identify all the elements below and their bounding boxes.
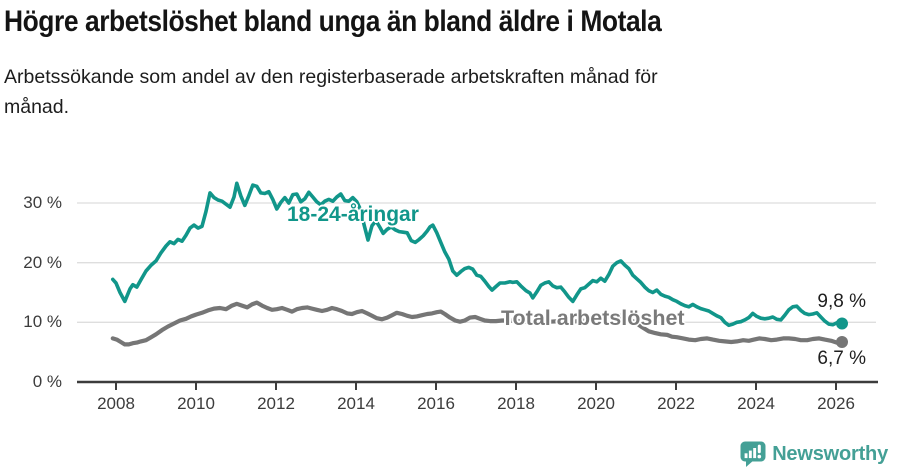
chart-subtitle: Arbetssökande som andel av den registerb… (4, 66, 658, 118)
x-tick-label: 2026 (817, 394, 855, 413)
x-tick-label: 2022 (657, 394, 695, 413)
end-value-total: 6,7 % (817, 348, 866, 369)
y-tick-label: 30 % (23, 192, 62, 212)
x-tick-label: 2018 (497, 394, 535, 413)
y-tick-label: 0 % (32, 372, 62, 391)
x-tick-label: 2024 (737, 394, 775, 413)
newsworthy-brand-text: Newsworthy (772, 442, 888, 465)
x-tick-label: 2016 (417, 394, 455, 413)
newsworthy-logo-icon (740, 441, 766, 467)
end-dot-youth (836, 317, 848, 330)
x-tick-label: 2020 (577, 394, 615, 413)
end-value-youth: 9,8 % (817, 291, 866, 312)
series-line-total (110, 300, 845, 347)
x-tick-label: 2014 (337, 394, 375, 413)
chart-title: Högre arbetslöshet bland unga än bland ä… (4, 5, 662, 38)
series-label-total: Total arbetslöshet (501, 306, 685, 330)
x-tick-label: 2008 (97, 394, 135, 413)
x-tick-label: 2010 (177, 394, 215, 413)
x-tick-label: 2012 (257, 394, 295, 413)
end-dot-total (836, 336, 848, 348)
y-tick-label: 10 % (23, 312, 62, 332)
newsworthy-brand: Newsworthy (740, 441, 888, 467)
y-tick-label: 20 % (23, 252, 62, 272)
series-label-youth: 18-24-åringar (287, 203, 419, 226)
series-line-youth (111, 181, 844, 328)
